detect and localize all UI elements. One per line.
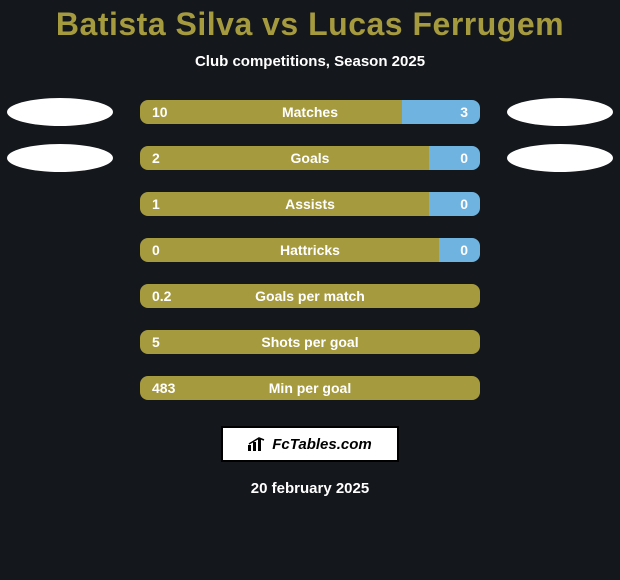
- stat-seg-a: 2: [140, 146, 429, 170]
- stat-seg-a: 10: [140, 100, 402, 124]
- stat-value-a: 10: [140, 100, 180, 124]
- stat-row: 0.2Goals per match: [0, 284, 620, 308]
- stat-bar: 103Matches: [140, 100, 480, 124]
- subtitle: Club competitions, Season 2025: [195, 53, 425, 70]
- stat-bar: 10Assists: [140, 192, 480, 216]
- stat-row: 10Assists: [0, 192, 620, 216]
- stat-seg-b: 3: [402, 100, 480, 124]
- stat-value-b: 3: [448, 100, 480, 124]
- stat-value-a: 5: [140, 330, 172, 354]
- stat-seg-a: 0: [140, 238, 439, 262]
- stat-seg-a: 0.2: [140, 284, 480, 308]
- chart-icon: [248, 437, 266, 451]
- stat-row: 20Goals: [0, 146, 620, 170]
- title-player-a: Batista Silva: [56, 6, 253, 42]
- stat-value-a: 0: [140, 238, 172, 262]
- player-badge-right: [507, 144, 613, 172]
- stat-bar: 483Min per goal: [140, 376, 480, 400]
- stat-seg-b: 0: [429, 146, 480, 170]
- stat-seg-a: 1: [140, 192, 429, 216]
- stat-value-b: 0: [448, 192, 480, 216]
- player-badge-left: [7, 98, 113, 126]
- stat-value-a: 1: [140, 192, 172, 216]
- stat-seg-a: 5: [140, 330, 480, 354]
- stat-row: 5Shots per goal: [0, 330, 620, 354]
- stat-value-b: 0: [448, 146, 480, 170]
- stat-value-a: 483: [140, 376, 187, 400]
- title-player-b: Lucas Ferrugem: [308, 6, 564, 42]
- stat-value-a: 0.2: [140, 284, 183, 308]
- stat-bar: 20Goals: [140, 146, 480, 170]
- player-badge-right: [507, 98, 613, 126]
- footer-brand: FcTables.com: [272, 436, 371, 453]
- stat-value-b: 0: [448, 238, 480, 262]
- stat-row: 483Min per goal: [0, 376, 620, 400]
- player-badge-left: [7, 144, 113, 172]
- stat-bar: 00Hattricks: [140, 238, 480, 262]
- stat-seg-a: 483: [140, 376, 480, 400]
- comparison-infographic: Batista Silva vs Lucas Ferrugem Club com…: [0, 0, 620, 580]
- page-title: Batista Silva vs Lucas Ferrugem: [56, 6, 564, 43]
- stat-value-a: 2: [140, 146, 172, 170]
- stat-rows: 103Matches20Goals10Assists00Hattricks0.2…: [0, 100, 620, 400]
- stat-bar: 0.2Goals per match: [140, 284, 480, 308]
- stat-seg-b: 0: [439, 238, 480, 262]
- title-vs: vs: [262, 6, 299, 42]
- stat-seg-b: 0: [429, 192, 480, 216]
- stat-row: 00Hattricks: [0, 238, 620, 262]
- footer-badge: FcTables.com: [221, 426, 399, 462]
- stat-row: 103Matches: [0, 100, 620, 124]
- footer-date: 20 february 2025: [251, 480, 369, 497]
- stat-bar: 5Shots per goal: [140, 330, 480, 354]
